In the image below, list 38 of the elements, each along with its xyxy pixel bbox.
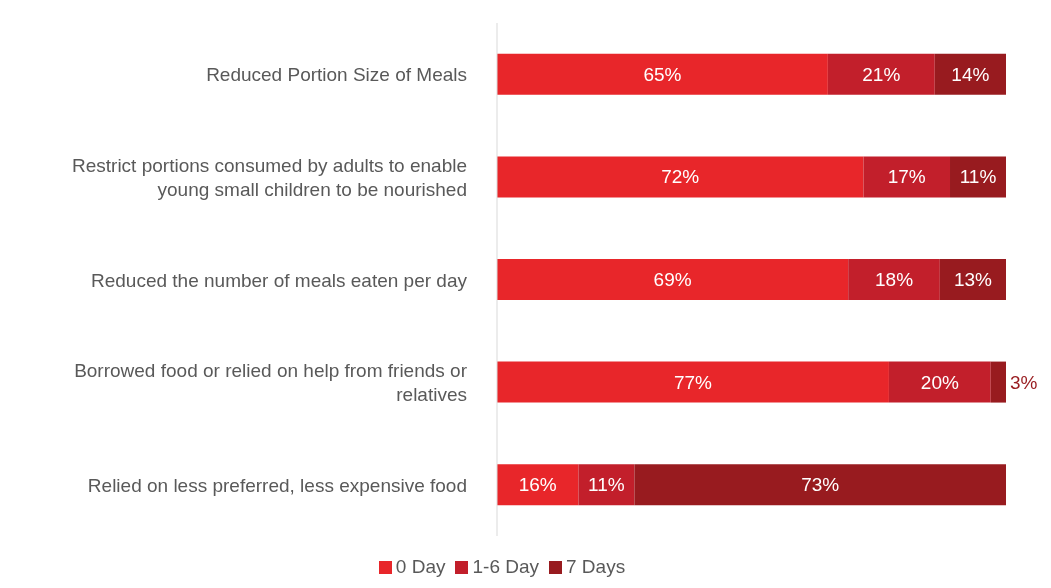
data-label: 18% [875, 268, 914, 290]
bar [634, 464, 1006, 506]
y-tick-label: Restrict portions consumed by adults to enable young small children to be nourished [72, 154, 467, 200]
data-label: 13% [953, 268, 993, 290]
data-label: 14% [951, 63, 990, 85]
bar [497, 258, 849, 300]
data-label: 17% [887, 166, 926, 188]
legend-label: 0 Day [395, 556, 446, 577]
legend-label: 1-6 Day [472, 556, 540, 577]
data-label: 11% [959, 166, 997, 188]
bar [863, 156, 951, 198]
data-label: 20% [920, 371, 959, 393]
bar [497, 156, 864, 198]
y-tick-label: Relied on less preferred, less expensive food [87, 474, 467, 496]
data-label: 69% [653, 268, 692, 290]
bar [848, 258, 940, 300]
bar [827, 53, 935, 95]
bar [990, 361, 1006, 403]
data-label: 16% [518, 474, 557, 496]
bar [888, 361, 991, 403]
data-label: 3% [1010, 371, 1038, 393]
bar [578, 464, 635, 506]
data-label: 65% [643, 63, 682, 85]
data-label: 73% [801, 474, 840, 496]
bar [939, 258, 1006, 300]
bar [497, 361, 889, 403]
y-tick-label: Reduced the number of meals eaten per day [90, 269, 468, 290]
bar [934, 53, 1006, 95]
data-label: 72% [661, 166, 700, 188]
data-label: 11% [588, 474, 625, 496]
legend-label: 7 Days [566, 556, 626, 577]
bar [497, 53, 828, 95]
data-label: 21% [862, 63, 901, 85]
bar [950, 156, 1006, 198]
data-label: 77% [673, 371, 713, 393]
y-tick-label: Reduced Portion Size of Meals [206, 63, 467, 85]
y-tick-label: Borrowed food or relied on help from friends or relatives [74, 359, 468, 405]
bar [497, 464, 579, 506]
